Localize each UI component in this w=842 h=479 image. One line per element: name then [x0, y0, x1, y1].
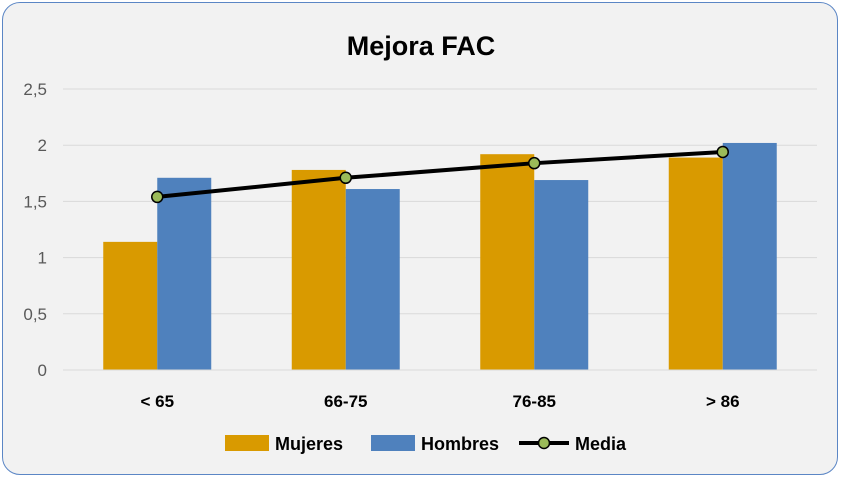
- legend-swatch-hombres: [371, 435, 415, 451]
- x-tick-label: > 86: [706, 392, 740, 411]
- y-tick-label: 1,5: [23, 192, 47, 211]
- legend-label-mujeres: Mujeres: [275, 434, 343, 454]
- x-tick-label: 76-85: [513, 392, 556, 411]
- bar-hombres-2: [534, 180, 589, 370]
- y-tick-label: 1: [38, 249, 47, 268]
- series-line-media: [157, 149, 723, 199]
- x-tick-label: 66-75: [324, 392, 367, 411]
- bar-hombres-3: [722, 142, 777, 370]
- legend-marker-media: [537, 436, 551, 450]
- point-media-2: [528, 156, 541, 170]
- legend-label-hombres: Hombres: [421, 434, 499, 454]
- x-axis: < 65 66-75 76-85 > 86: [63, 369, 817, 411]
- bar-hombres-0: [157, 177, 212, 370]
- chart-svg: Mejora FAC 0 0,5 1 1,5 2 2,5 < 65 66-75 76-85 > …: [23, 31, 817, 454]
- legend: Mujeres Hombres Media: [225, 434, 627, 454]
- bar-hombres-1: [345, 189, 400, 370]
- bar-mujeres-3: [668, 157, 723, 370]
- y-tick-label: 0,5: [23, 305, 47, 324]
- y-tick-label: 2: [38, 136, 47, 155]
- y-axis: 0 0,5 1 1,5 2 2,5: [23, 80, 47, 380]
- point-media-0: [151, 190, 164, 204]
- y-tick-label: 2,5: [23, 80, 47, 99]
- chart-title: Mejora FAC: [347, 31, 496, 61]
- mean-line: [151, 145, 729, 204]
- point-media-1: [339, 171, 352, 185]
- legend-label-media: Media: [575, 434, 627, 454]
- bar-mujeres-0: [103, 241, 158, 370]
- x-tick-label: < 65: [140, 392, 174, 411]
- bar-mujeres-2: [480, 154, 535, 370]
- bars: [103, 142, 777, 370]
- y-tick-label: 0: [38, 361, 47, 380]
- legend-swatch-mujeres: [225, 435, 269, 451]
- bar-mujeres-1: [291, 169, 346, 370]
- point-media-3: [716, 145, 729, 159]
